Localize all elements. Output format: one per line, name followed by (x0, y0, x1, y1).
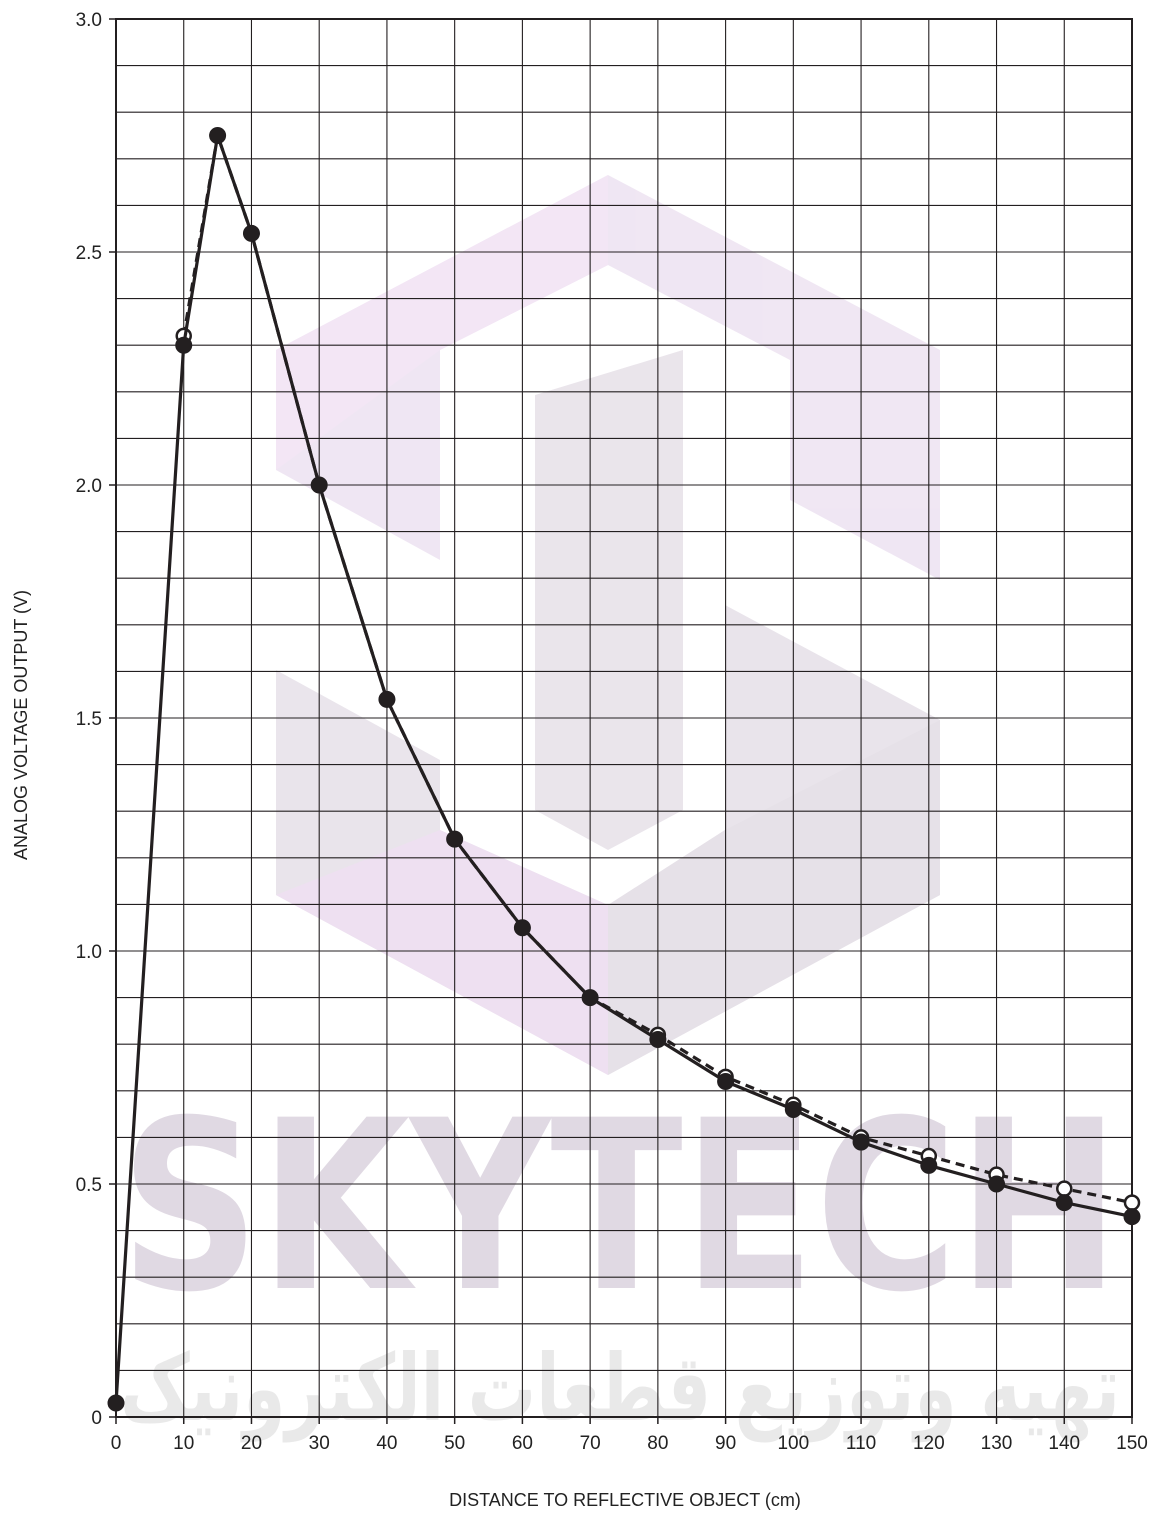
data-point-filled (784, 1100, 802, 1118)
data-point-filled (1055, 1194, 1073, 1212)
data-point-filled (513, 919, 531, 937)
data-point-filled (209, 127, 227, 144)
x-tick-label: 30 (309, 1433, 330, 1454)
x-axis-title: DISTANCE TO REFLECTIVE OBJECT (cm) (449, 1490, 801, 1510)
y-axis: 0 0.5 1.0 1.5 2.0 2.5 3.0 (76, 10, 116, 1429)
data-point-filled (107, 1394, 125, 1412)
x-tick-label: 130 (981, 1433, 1013, 1454)
data-point-filled (649, 1031, 667, 1049)
y-tick-label: 2.0 (76, 476, 102, 497)
x-tick-label: 80 (647, 1433, 668, 1454)
x-tick-label: 40 (376, 1433, 397, 1454)
x-axis: 0 10 20 30 40 50 60 70 80 90 100 110 120 130 140 150 (111, 1417, 1148, 1454)
data-point-filled (446, 830, 464, 848)
x-tick-label: 150 (1116, 1433, 1148, 1454)
x-tick-label: 100 (777, 1433, 809, 1454)
data-point-filled (988, 1175, 1006, 1193)
y-tick-label: 3.0 (76, 10, 102, 31)
x-tick-label: 90 (715, 1433, 736, 1454)
data-point-open (1123, 1194, 1141, 1211)
series-solid (107, 127, 1141, 1412)
y-tick-label: 1.0 (76, 942, 102, 963)
watermark-text: SKYTECH (120, 1071, 1120, 1344)
x-tick-label: 110 (846, 1433, 876, 1454)
data-point-filled (1123, 1208, 1141, 1226)
y-tick-label: 0 (91, 1408, 102, 1429)
x-tick-label: 60 (512, 1433, 533, 1454)
x-tick-label: 120 (913, 1433, 945, 1454)
y-tick-label: 2.5 (76, 243, 102, 264)
y-tick-label: 0.5 (76, 1175, 102, 1196)
x-tick-label: 140 (1048, 1433, 1080, 1454)
data-point-filled (310, 476, 328, 494)
data-point-filled (852, 1133, 870, 1151)
data-point-filled (581, 989, 599, 1007)
data-point-filled (175, 336, 193, 354)
data-point-filled (920, 1156, 938, 1174)
series-layer (107, 127, 1141, 1412)
x-tick-label: 50 (444, 1433, 465, 1454)
data-point-filled (242, 224, 260, 242)
watermark-logo (276, 175, 940, 1075)
y-axis-title: ANALOG VOLTAGE OUTPUT (V) (11, 590, 31, 860)
data-point-open (1056, 1180, 1073, 1197)
data-point-filled (378, 690, 396, 708)
skytech-watermark: SKYTECH تهیه وتوزیع قطعات الکترونیک (120, 175, 1120, 1443)
watermark-subtext: تهیه وتوزیع قطعات الکترونیک (120, 1335, 1120, 1443)
data-point-filled (717, 1072, 735, 1090)
y-tick-label: 1.5 (76, 709, 102, 730)
x-tick-label: 10 (173, 1433, 194, 1454)
x-tick-label: 20 (241, 1433, 262, 1454)
x-tick-label: 0 (111, 1433, 122, 1454)
x-tick-label: 70 (580, 1433, 601, 1454)
